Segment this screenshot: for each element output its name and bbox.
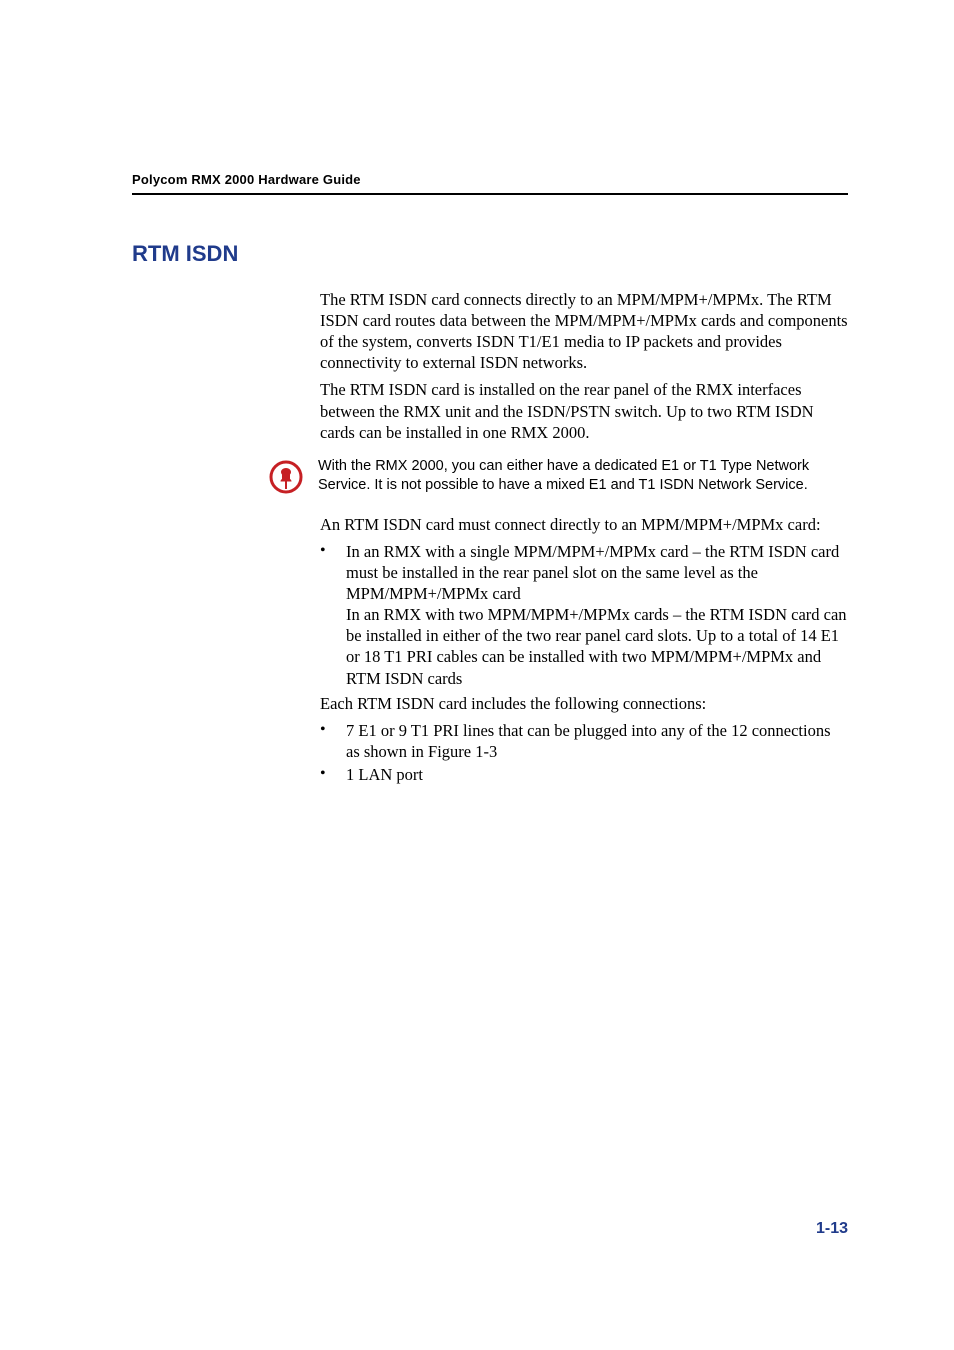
list-item-text: 1 LAN port: [346, 764, 423, 785]
running-header: Polycom RMX 2000 Hardware Guide: [132, 172, 848, 195]
pin-icon: [268, 459, 304, 500]
note-callout: With the RMX 2000, you can either have a…: [268, 457, 848, 500]
header-rule: [132, 193, 848, 195]
section-heading: RTM ISDN: [132, 241, 848, 267]
list-item-text: 7 E1 or 9 T1 PRI lines that can be plugg…: [346, 720, 848, 762]
bullet-marker: •: [320, 541, 346, 689]
bullet-list: • 7 E1 or 9 T1 PRI lines that can be plu…: [320, 720, 848, 785]
bullet-marker: •: [320, 764, 346, 785]
body-content: An RTM ISDN card must connect directly t…: [320, 514, 848, 785]
paragraph: Each RTM ISDN card includes the followin…: [320, 693, 848, 714]
list-item-line: In an RMX with two MPM/MPM+/MPMx cards –…: [346, 605, 847, 687]
list-item: • In an RMX with a single MPM/MPM+/MPMx …: [320, 541, 848, 689]
page-number: 1-13: [816, 1220, 848, 1238]
bullet-marker: •: [320, 720, 346, 762]
paragraph: The RTM ISDN card connects directly to a…: [320, 289, 848, 373]
paragraph: The RTM ISDN card is installed on the re…: [320, 379, 848, 442]
list-item: • 7 E1 or 9 T1 PRI lines that can be plu…: [320, 720, 848, 762]
paragraph: An RTM ISDN card must connect directly t…: [320, 514, 848, 535]
page-container: Polycom RMX 2000 Hardware Guide RTM ISDN…: [0, 0, 954, 785]
header-title: Polycom RMX 2000 Hardware Guide: [132, 172, 848, 187]
bullet-list: • In an RMX with a single MPM/MPM+/MPMx …: [320, 541, 848, 689]
note-text: With the RMX 2000, you can either have a…: [318, 457, 842, 495]
body-content: The RTM ISDN card connects directly to a…: [320, 289, 848, 443]
list-item-line: In an RMX with a single MPM/MPM+/MPMx ca…: [346, 542, 839, 603]
list-item-text: In an RMX with a single MPM/MPM+/MPMx ca…: [346, 541, 848, 689]
list-item: • 1 LAN port: [320, 764, 848, 785]
